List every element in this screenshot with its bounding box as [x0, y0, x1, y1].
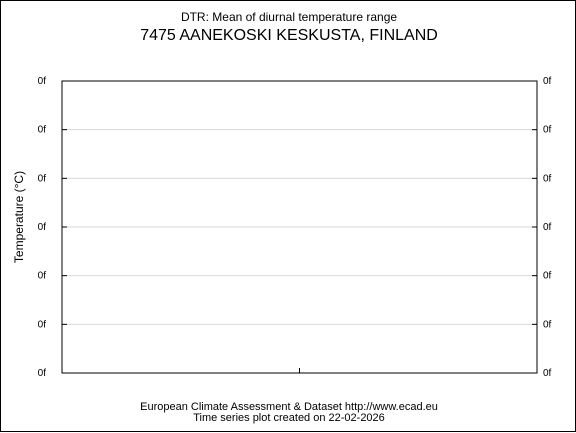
- y-tick-label-right: 0f: [543, 368, 552, 379]
- y-tick-label-left: 0f: [38, 222, 47, 233]
- y-tick-label-left: 0f: [38, 173, 47, 184]
- y-tick-label-left: 0f: [38, 76, 47, 87]
- y-tick-label-left: 0f: [38, 125, 47, 136]
- y-tick-label-left: 0f: [38, 368, 47, 379]
- y-tick-label-right: 0f: [543, 271, 552, 282]
- footer-source: European Climate Assessment & Dataset ht…: [140, 401, 438, 413]
- chart-title: DTR: Mean of diurnal temperature range: [180, 10, 398, 24]
- y-tick-label-left: 0f: [38, 319, 47, 330]
- chart-subtitle: 7475 AANEKOSKI KESKUSTA, FINLAND: [140, 27, 438, 44]
- y-tick-label-right: 0f: [543, 125, 552, 136]
- y-tick-label-right: 0f: [543, 319, 552, 330]
- y-tick-label-right: 0f: [543, 76, 552, 87]
- footer-created-date: Time series plot created on 22-02-2026: [193, 412, 385, 424]
- y-tick-label-right: 0f: [543, 173, 552, 184]
- y-tick-label-right: 0f: [543, 222, 552, 233]
- y-tick-label-left: 0f: [38, 271, 47, 282]
